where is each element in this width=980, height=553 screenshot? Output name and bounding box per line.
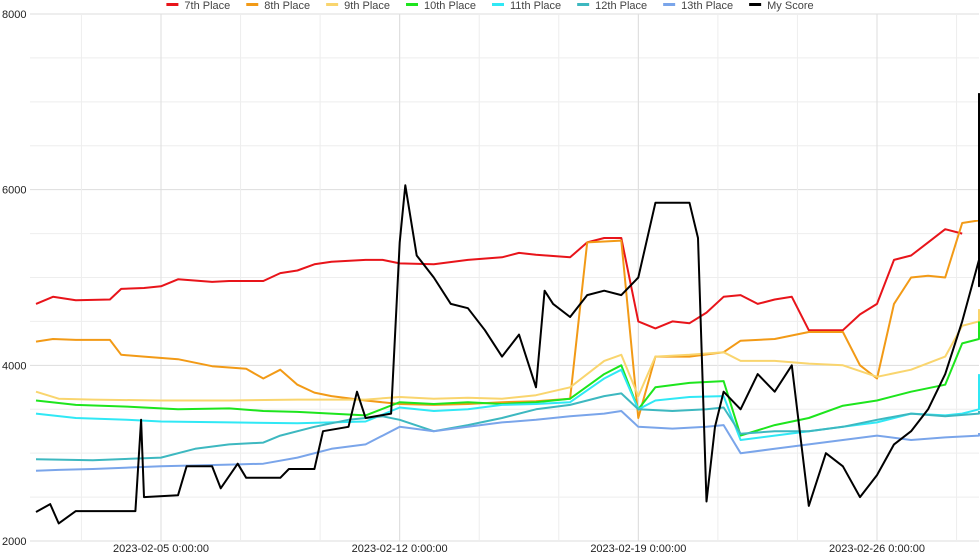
series-line-2 xyxy=(35,209,980,419)
x-axis-ticks: 2023-02-05 0:00:00 2023-02-12 0:00:00 2023… xyxy=(113,543,925,553)
x-tick-label: 2023-02-05 0:00:00 xyxy=(113,543,209,553)
legend-label: 8th Place xyxy=(264,0,310,12)
legend-label: 11th Place xyxy=(510,0,561,12)
y-tick-label: 8000 xyxy=(2,9,26,21)
legend-item[interactable]: My Score xyxy=(749,0,814,12)
legend-swatch xyxy=(577,3,590,6)
y-tick-label: 6000 xyxy=(2,185,26,197)
legend-swatch xyxy=(326,3,339,6)
y-tick-label: 4000 xyxy=(2,360,26,372)
grid xyxy=(30,13,979,542)
series-line-4 xyxy=(35,321,980,437)
series-line-6 xyxy=(35,392,980,462)
legend-label: 12th Place xyxy=(595,0,647,12)
legend-swatch xyxy=(406,3,419,6)
legend-swatch xyxy=(166,3,179,6)
legend-swatch xyxy=(246,3,259,6)
series-line-1 xyxy=(35,228,963,332)
legend-label: 10th Place xyxy=(424,0,476,12)
x-tick-label: 2023-02-26 0:00:00 xyxy=(829,543,925,553)
x-tick-label: 2023-02-19 0:00:00 xyxy=(590,543,686,553)
legend-swatch xyxy=(663,3,676,6)
legend-item[interactable]: 13th Place xyxy=(663,0,733,12)
legend-item[interactable]: 7th Place xyxy=(166,0,230,12)
legend-item[interactable]: 10th Place xyxy=(406,0,476,12)
legend-item[interactable]: 11th Place xyxy=(492,0,561,12)
series-line-5 xyxy=(35,368,980,441)
legend-item[interactable]: 8th Place xyxy=(246,0,310,12)
legend-label: My Score xyxy=(767,0,813,12)
legend-swatch xyxy=(492,3,504,6)
y-axis-ticks: 2000 4000 6000 8000 xyxy=(2,9,26,548)
legend-label: 7th Place xyxy=(184,0,230,12)
legend-item[interactable]: 9th Place xyxy=(326,0,390,12)
legend-label: 13th Place xyxy=(681,0,733,12)
series-line-8 xyxy=(35,93,980,525)
series-line-3 xyxy=(35,309,980,402)
y-tick-label: 2000 xyxy=(2,536,26,548)
legend-item[interactable]: 12th Place xyxy=(577,0,647,12)
series-line-7 xyxy=(35,410,980,472)
x-tick-label: 2023-02-12 0:00:00 xyxy=(352,543,448,553)
legend-swatch xyxy=(749,3,762,6)
series-lines xyxy=(35,93,980,525)
legend[interactable]: 7th Place 8th Place 9th Place 10th Place 11t… xyxy=(166,0,814,12)
legend-label: 9th Place xyxy=(344,0,390,12)
